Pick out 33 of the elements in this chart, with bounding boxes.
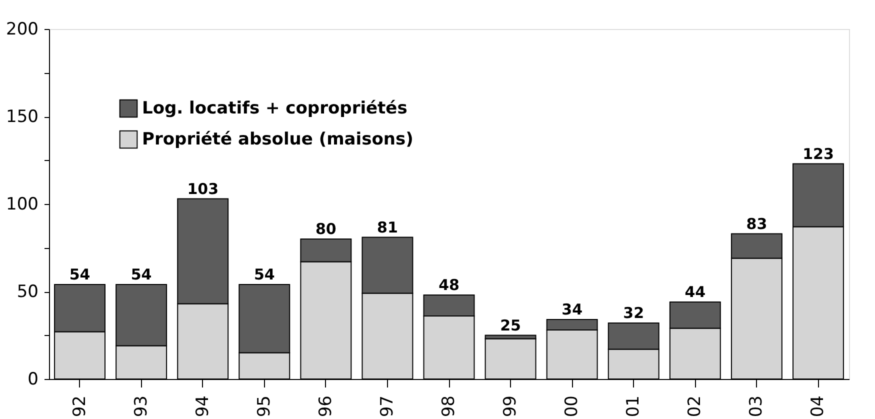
x-tick-label: 97 [377,396,398,418]
y-tick-label: 50 [16,282,38,302]
y-tick-label: 150 [6,107,38,127]
y-tick-label: 100 [6,194,38,214]
total-label: 34 [562,300,583,318]
total-label: 103 [187,180,218,198]
total-label: 44 [684,283,706,301]
legend-label: Propriété absolue (maisons) [142,130,414,150]
x-tick-label: 93 [131,396,152,418]
total-label: 54 [254,266,275,284]
total-label: 25 [500,316,521,334]
x-tick-label: 04 [808,396,828,418]
x-tick-label: 92 [70,396,90,418]
total-label: 54 [69,266,90,284]
y-tick-label: 200 [6,20,38,40]
total-label: 83 [746,214,768,233]
total-label: 80 [315,220,336,238]
x-tick-label: 99 [500,396,521,418]
x-tick-label: 94 [192,396,213,418]
x-tick-label: 00 [562,396,582,418]
x-tick-label: 96 [316,396,336,418]
x-tick-label: 98 [439,396,459,418]
x-tick-label: 95 [254,396,274,418]
x-tick-label: 02 [685,396,706,418]
total-label: 54 [130,266,152,284]
total-label: 32 [623,304,644,322]
legend-label: Log. locatifs + copropriétés [142,98,408,118]
total-label: 123 [802,144,834,163]
x-tick-label: 03 [746,396,767,418]
total-label: 81 [377,218,398,236]
x-tick-label: 01 [624,396,644,418]
y-tick-label: 0 [28,370,38,390]
total-label: 48 [438,276,460,294]
